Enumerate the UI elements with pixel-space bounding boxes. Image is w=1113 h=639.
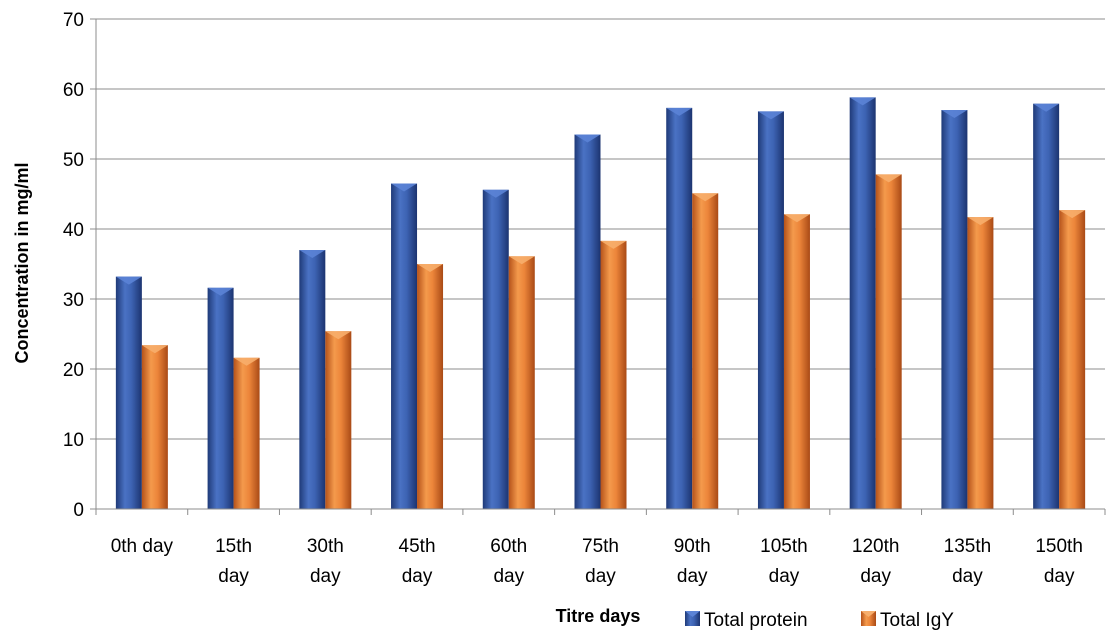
y-tick-label: 70 [63,10,84,31]
y-tick-label: 0 [73,500,84,521]
y-tick-label: 40 [63,220,84,241]
bars [115,97,1086,510]
bar-cap [325,331,352,340]
bar-total-protein [666,107,693,510]
bar-cap [692,193,719,202]
bar-total-igy [600,240,627,509]
bar-total-protein [1033,103,1060,509]
y-tick-label: 20 [63,360,84,381]
legend-swatch-cap [861,611,876,617]
x-tick-label: day [677,566,708,587]
legend-swatch-cap [685,611,700,617]
bar-total-protein [574,134,601,509]
bar-total-igy [141,345,168,509]
legend-label: Total protein [704,610,808,631]
bar-cap [508,256,535,265]
bar-total-igy [417,264,444,509]
bar-cap [783,214,810,223]
bar-cap [666,107,693,116]
bar-cap [391,183,418,192]
bar-cap [417,264,444,272]
bar-total-igy [875,174,902,509]
axes [90,18,1106,515]
x-tick-label: day [218,566,249,587]
bar-total-protein [757,111,784,510]
bar-total-protein [115,276,142,509]
bar-cap [875,174,902,183]
bar-cap [849,97,876,106]
x-tick-label: 30th [307,536,344,557]
y-tick-label: 10 [63,430,84,451]
y-tick-label: 30 [63,290,84,311]
bar-total-protein [849,97,876,510]
bar-cap [233,357,260,366]
bar-total-igy [967,217,994,509]
x-tick-label: day [952,566,983,587]
y-tick-label: 60 [63,80,84,101]
bar-total-igy [692,193,719,510]
tick-labels: 0 10 20 30 40 50 60 70 0th day 15th day 30th day 45th… [63,10,1083,587]
legend-swatch [685,611,700,626]
bar-cap [574,134,601,143]
x-tick-label: 150th [1035,536,1083,557]
bar-cap [600,240,627,249]
legend-label: Total IgY [880,610,954,631]
x-tick-label: 135th [944,536,992,557]
bar-cap [757,111,784,120]
bar-cap [967,217,994,226]
bar-cap [941,110,968,118]
bar-cap [141,345,168,354]
bar-cap [482,189,509,198]
bar-total-protein [207,287,234,509]
x-tick-label: 60th [490,536,527,557]
bar-cap [115,276,142,285]
bar-total-igy [508,256,535,509]
x-tick-label: day [402,566,433,587]
bar-total-igy [783,214,810,510]
bar-total-protein [482,189,509,510]
x-tick-label: day [585,566,616,587]
bar-total-igy [325,331,352,509]
bar-cap [1059,210,1086,219]
bar-cap [299,250,326,258]
legend: Total protein Total IgY [685,610,954,631]
x-tick-label: day [769,566,800,587]
x-tick-label: 75th [582,536,619,557]
x-tick-label: 90th [674,536,711,557]
bar-total-igy [233,357,260,509]
bar-total-protein [391,183,418,509]
x-tick-label: 0th day [111,536,174,557]
bar-total-igy [1059,210,1086,509]
y-tick-label: 50 [63,150,84,171]
x-tick-label: 45th [399,536,436,557]
x-tick-label: day [493,566,524,587]
bar-total-protein [299,250,326,509]
x-tick-label: day [860,566,891,587]
x-axis-title: Titre days [556,606,641,626]
bar-cap [207,287,234,296]
x-tick-label: day [1044,566,1075,587]
legend-swatch [861,611,876,626]
x-tick-label: 105th [760,536,808,557]
x-tick-label: day [310,566,341,587]
bar-cap [1033,103,1060,112]
x-tick-label: 15th [215,536,252,557]
x-tick-label: 120th [852,536,900,557]
y-axis-title: Concentration in mg/ml [12,162,32,363]
bar-total-protein [941,110,968,509]
